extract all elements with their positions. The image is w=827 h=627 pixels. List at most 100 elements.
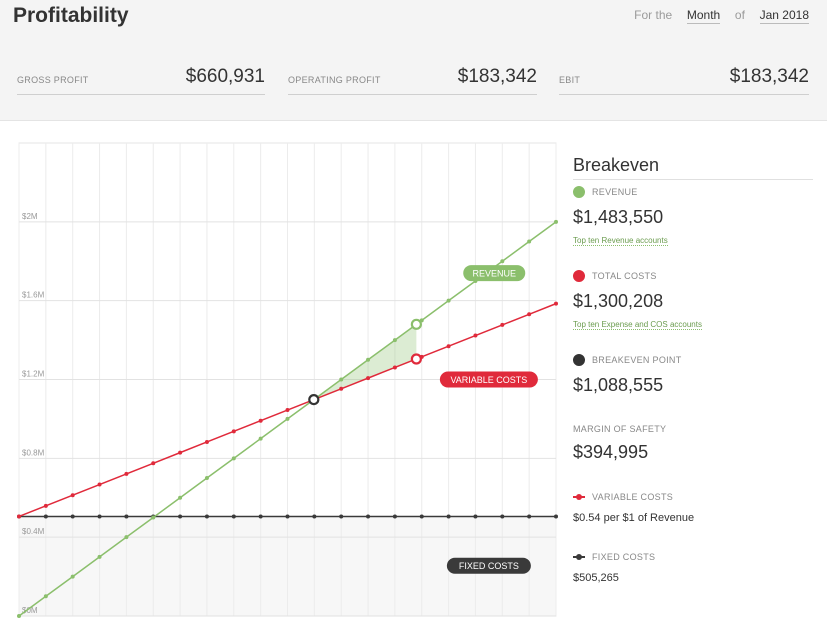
margin-of-safety-area: [313, 324, 417, 400]
data-point: [312, 514, 317, 519]
data-point: [473, 514, 478, 519]
data-point: [258, 436, 263, 441]
y-tick-label: $0M: [22, 606, 38, 615]
revenue-ring-icon: [573, 186, 585, 198]
data-point: [554, 514, 558, 519]
variable-costs-legend: VARIABLE COSTS: [573, 489, 673, 505]
kpi-label: EBIT: [559, 75, 581, 85]
total-costs-label: TOTAL COSTS: [592, 271, 657, 281]
data-point: [97, 482, 102, 487]
fixed-costs-label-pill: [446, 557, 531, 574]
data-point: [258, 514, 263, 519]
data-point: [339, 377, 344, 382]
margin-of-safety-legend: MARGIN OF SAFETY: [573, 421, 666, 437]
y-tick-label: $1.6M: [22, 291, 45, 300]
variable-costs-label: VARIABLE COSTS: [450, 375, 527, 385]
breakeven-ring-icon: [573, 354, 585, 366]
data-point: [151, 461, 156, 466]
revenue-label: REVENUE: [472, 269, 516, 279]
data-point: [554, 301, 558, 306]
data-point: [366, 357, 371, 362]
data-point: [70, 493, 75, 498]
data-point: [366, 376, 371, 381]
data-point: [178, 495, 183, 500]
data-point: [285, 416, 290, 421]
revenue-label: REVENUE: [592, 187, 638, 197]
data-point: [339, 386, 344, 391]
data-point: [285, 514, 290, 519]
breakeven-chart-svg: $0M $0.4M $0.8M $1.2M $1.6M $2M REVENUE VARIABL…: [17, 142, 558, 618]
highlight-marker: [308, 394, 320, 406]
data-point: [124, 471, 129, 476]
total-costs-value: $1,300,208: [573, 291, 664, 311]
data-point: [204, 439, 209, 444]
data-point: [527, 239, 532, 244]
data-point: [43, 594, 48, 599]
revenue-label-pill: [463, 265, 526, 282]
kpi-ebit: EBIT $183,342: [559, 64, 809, 95]
variable-costs-label-pill: [439, 371, 538, 388]
data-point: [527, 514, 532, 519]
margin-value: $394,995: [573, 442, 649, 462]
total-costs-ring-icon: [573, 270, 585, 282]
breakeven-chart: $0M $0.4M $0.8M $1.2M $1.6M $2M REVENUE VARIABL…: [0, 121, 560, 627]
data-point: [151, 515, 156, 520]
data-point: [339, 514, 344, 519]
data-point: [500, 259, 505, 264]
kpi-value: $183,342: [457, 66, 537, 87]
total-costs-legend: TOTAL COSTS: [573, 268, 657, 284]
period-of-text: of: [734, 8, 745, 22]
header-panel: Profitability For the Month of Jan 2018 …: [0, 0, 827, 121]
data-point: [43, 503, 48, 508]
top-revenue-accounts-link[interactable]: Top ten Revenue accounts: [573, 236, 668, 246]
data-point: [500, 322, 505, 327]
top-expense-accounts-link[interactable]: Top ten Expense and COS accounts: [573, 320, 702, 330]
period-unit-dropdown[interactable]: Month: [686, 8, 721, 24]
data-point: [554, 219, 558, 224]
breakeven-label: BREAKEVEN POINT: [592, 355, 682, 365]
data-point: [70, 574, 75, 579]
data-point: [17, 514, 21, 519]
kpi-gross-profit: GROSS PROFIT $660,931: [17, 64, 265, 95]
variable-costs-line-icon: [573, 494, 585, 500]
y-tick-label: $0.8M: [22, 448, 45, 457]
y-tick-label: $0.4M: [22, 527, 45, 536]
highlight-marker: [410, 353, 422, 365]
breakeven-legend: BREAKEVEN POINT: [573, 352, 682, 368]
data-point: [97, 514, 102, 519]
kpi-value: $660,931: [185, 66, 265, 87]
breakeven-sidebar: Breakeven REVENUE $1,483,550 Top ten Rev…: [573, 121, 813, 627]
kpi-label: OPERATING PROFIT: [288, 75, 381, 85]
data-point: [500, 514, 505, 519]
data-point: [446, 514, 451, 519]
data-point: [178, 514, 183, 519]
data-point: [258, 418, 263, 423]
data-point: [392, 365, 397, 370]
data-point: [527, 312, 532, 317]
data-point: [285, 408, 290, 413]
sidebar-divider: [573, 179, 813, 180]
data-point: [231, 456, 236, 461]
fixed-costs-label: FIXED COSTS: [459, 561, 519, 571]
data-point: [43, 514, 48, 519]
data-point: [178, 450, 183, 455]
data-point: [204, 476, 209, 481]
margin-label: MARGIN OF SAFETY: [573, 424, 667, 434]
fixed-costs-label: FIXED COSTS: [592, 552, 656, 562]
data-point: [231, 429, 236, 434]
y-tick-label: $2M: [22, 212, 38, 221]
variable-costs-label: VARIABLE COSTS: [592, 492, 674, 502]
data-point: [392, 338, 397, 343]
data-point: [419, 514, 424, 519]
period-date-dropdown[interactable]: Jan 2018: [759, 8, 809, 24]
period-prefix: For the: [634, 8, 673, 22]
fixed-costs-value: $505,265: [573, 572, 619, 584]
data-point: [366, 514, 371, 519]
fixed-costs-line-icon: [573, 554, 585, 560]
revenue-value: $1,483,550: [573, 207, 664, 227]
data-point: [446, 298, 451, 303]
data-point: [204, 514, 209, 519]
data-point: [231, 514, 236, 519]
period-selector: For the Month of Jan 2018: [634, 8, 809, 24]
data-point: [446, 344, 451, 349]
